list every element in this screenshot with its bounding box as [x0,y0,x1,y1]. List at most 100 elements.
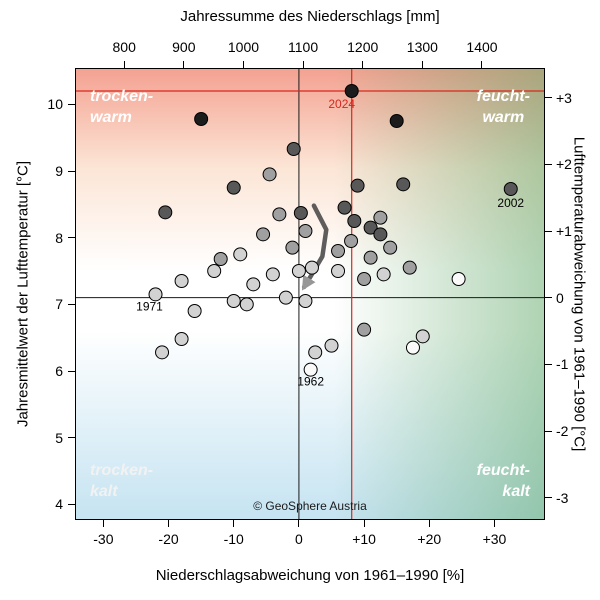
y-axis-tick [68,370,75,372]
data-point [350,178,365,193]
x-axis-tick [102,520,104,527]
quadrant-label-line: kalt [90,483,118,501]
y-axis-tick-label: 10 [47,96,63,113]
y-axis-tick [68,103,75,105]
data-point [174,274,189,288]
data-point [383,240,398,255]
data-point [402,260,417,275]
data-point [373,227,388,242]
x-axis-tick-label: +10 [352,531,376,547]
x-axis-tick-label: -20 [158,531,179,547]
x-axis-tick [168,520,170,527]
data-point [298,294,313,308]
bottom-axis-title: Niederschlagsabweichung von 1961–1990 [%… [155,567,465,584]
quadrant-label-trocken-kalt: trocken- kalt [90,461,153,503]
data-point [187,304,202,318]
x-axis-tick [493,520,495,527]
top-axis-tick [242,61,244,68]
quadrant-label-line: feucht- [476,462,530,480]
data-point [415,329,430,344]
data-point [278,290,293,305]
data-point [308,345,323,360]
y-axis-tick-label: 7 [55,296,63,313]
data-point [363,220,378,235]
quadrant-label-line: trocken- [90,462,154,480]
x-axis-tick [363,520,365,527]
top-axis-tick [362,61,364,68]
top-axis-tick-label: 1000 [227,39,260,55]
data-point [174,332,189,346]
data-point [389,114,404,128]
copyright-notice: © GeoSphere Austria [253,499,367,513]
data-point [376,267,391,282]
top-axis-tick-label: 900 [172,39,196,55]
right-axis-tick-label: +1 [556,223,572,239]
top-axis-tick [481,61,483,68]
data-point [298,224,313,238]
data-point [347,214,362,228]
data-point [246,277,261,292]
y-axis-tick-label: 9 [55,163,63,179]
data-point [357,272,372,286]
data-point [324,338,339,353]
data-point [226,180,241,195]
right-axis-tick [545,297,552,299]
data-point [239,297,254,312]
data-point [265,267,280,282]
top-axis-tick-label: 1200 [347,39,379,55]
x-axis-tick-label: 0 [295,531,303,547]
trend-trajectory-arrow [301,203,329,291]
data-point [331,244,346,258]
quadrant-label-trocken-warm: trocken- warm [90,87,153,129]
x-axis-tick-label: -10 [223,531,244,547]
data-point [226,294,241,308]
data-point [373,210,388,225]
data-point [158,205,173,220]
x-axis-tick [298,520,300,527]
data-point [285,240,300,255]
quadrant-label-line: feucht- [476,88,530,105]
y-axis-tick [68,437,75,439]
quadrant-label-line: warm [482,108,525,126]
data-point [291,264,306,278]
data-point [293,206,308,220]
data-point [207,264,222,278]
y-axis-tick-label: 4 [55,496,63,513]
quadrant-label-line: warm [90,108,132,126]
top-axis-tick-label: 1100 [288,39,319,55]
data-point [337,200,352,215]
x-axis-tick-label: -30 [93,531,114,547]
y-axis-tick-label: 6 [55,363,63,379]
right-axis-tick [545,97,552,99]
scatter-plot-canvas: 2024 2002 1971 1962 [76,69,544,519]
year-label: 1962 [297,375,324,389]
right-axis-tick-label: 0 [556,289,564,306]
data-point [148,287,163,302]
top-axis-tick [421,61,423,68]
data-point [503,182,518,196]
data-point [304,260,319,275]
y-axis-tick [68,170,75,172]
quadrant-label-line: kalt [502,483,530,501]
right-axis-tick [545,363,552,365]
right-axis-tick-label: -2 [556,423,569,439]
top-axis-tick-label: 1300 [406,39,438,55]
right-axis-tick-label: +3 [556,89,572,106]
data-point [233,247,248,262]
right-axis-tick [545,163,552,165]
data-point [262,167,277,182]
data-point [155,345,170,360]
right-axis-tick-label: -3 [556,489,569,506]
data-point [357,322,372,337]
data-point [272,207,287,222]
y-axis-tick-label: 5 [55,429,63,446]
data-point [405,340,420,355]
data-point [331,264,346,278]
data-point [396,177,411,192]
data-points-layer [148,84,518,377]
data-point [451,272,466,286]
right-axis-tick-label: +2 [556,156,572,173]
data-point [344,234,359,248]
top-axis-tick [123,61,125,68]
